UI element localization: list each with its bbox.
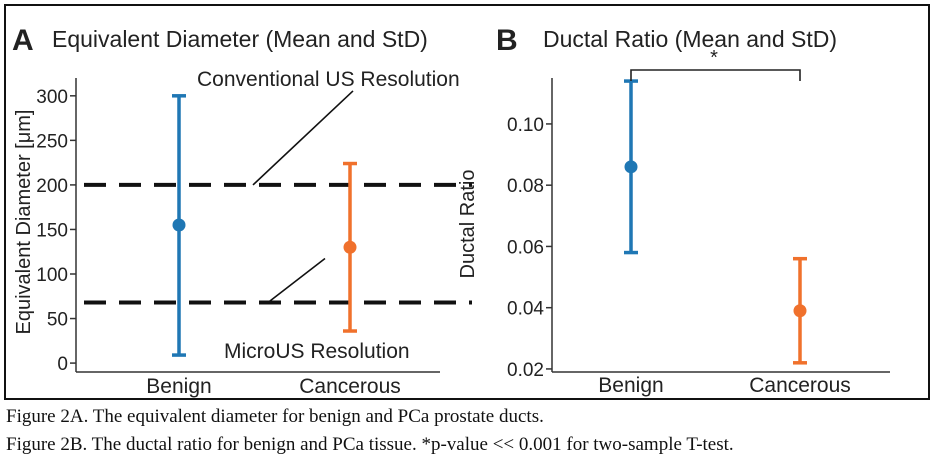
mean-point-benign [172, 218, 186, 232]
panel-a-y-tick-label: 250 [36, 131, 68, 152]
panel-b-significance-star: * [710, 47, 718, 69]
panel-b-y-tick-label: 0.02 [507, 360, 544, 381]
panel-a-ref-label-microus: MicroUS Resolution [224, 340, 410, 363]
mean-point-benign [624, 160, 638, 174]
mean-point-cancerous [343, 240, 357, 254]
panel-a-y-tick-label: 200 [36, 176, 68, 197]
panel-a-y-tick-label: 150 [36, 220, 68, 241]
panel-a-letter: A [12, 24, 34, 57]
figure-frame [4, 4, 930, 400]
reference-leader-line [267, 257, 326, 304]
panel-b-title: Ductal Ratio (Mean and StD) [543, 26, 837, 52]
panel-b-ylabel: Ductal Ratio [457, 170, 479, 279]
panel-a-x-tick-label: Cancerous [299, 375, 401, 398]
panel-a-x-tick-label: Benign [146, 375, 211, 398]
significance-bracket [630, 69, 801, 81]
panel-b-y-tick-label: 0.04 [507, 299, 544, 320]
panel-b-y-tick-label: 0.08 [507, 176, 544, 197]
panel-a-y-tick-label: 300 [36, 87, 68, 108]
panel-a-y-tick-label: 50 [47, 310, 68, 331]
panel-a-ref-label-conventional: Conventional US Resolution [197, 68, 460, 91]
panel-b-x-tick-label: Benign [598, 374, 663, 397]
panel-a-y-tick-label: 100 [36, 265, 68, 286]
reference-leader-line [252, 90, 354, 186]
panel-a-ylabel: Equivalent Diameter [μm] [13, 110, 35, 335]
figure-caption-a: Figure 2A. The equivalent diameter for b… [6, 406, 544, 427]
panel-b-x-tick-label: Cancerous [749, 374, 851, 397]
panel-b-y-tick-label: 0.06 [507, 237, 544, 258]
panel-a-y-tick-label: 0 [57, 354, 68, 375]
figure-caption-b: Figure 2B. The ductal ratio for benign a… [6, 434, 734, 455]
panel-a-title: Equivalent Diameter (Mean and StD) [52, 26, 428, 52]
panel-b-y-tick-label: 0.10 [507, 115, 544, 136]
panel-b-letter: B [496, 24, 518, 57]
mean-point-cancerous [793, 304, 807, 318]
